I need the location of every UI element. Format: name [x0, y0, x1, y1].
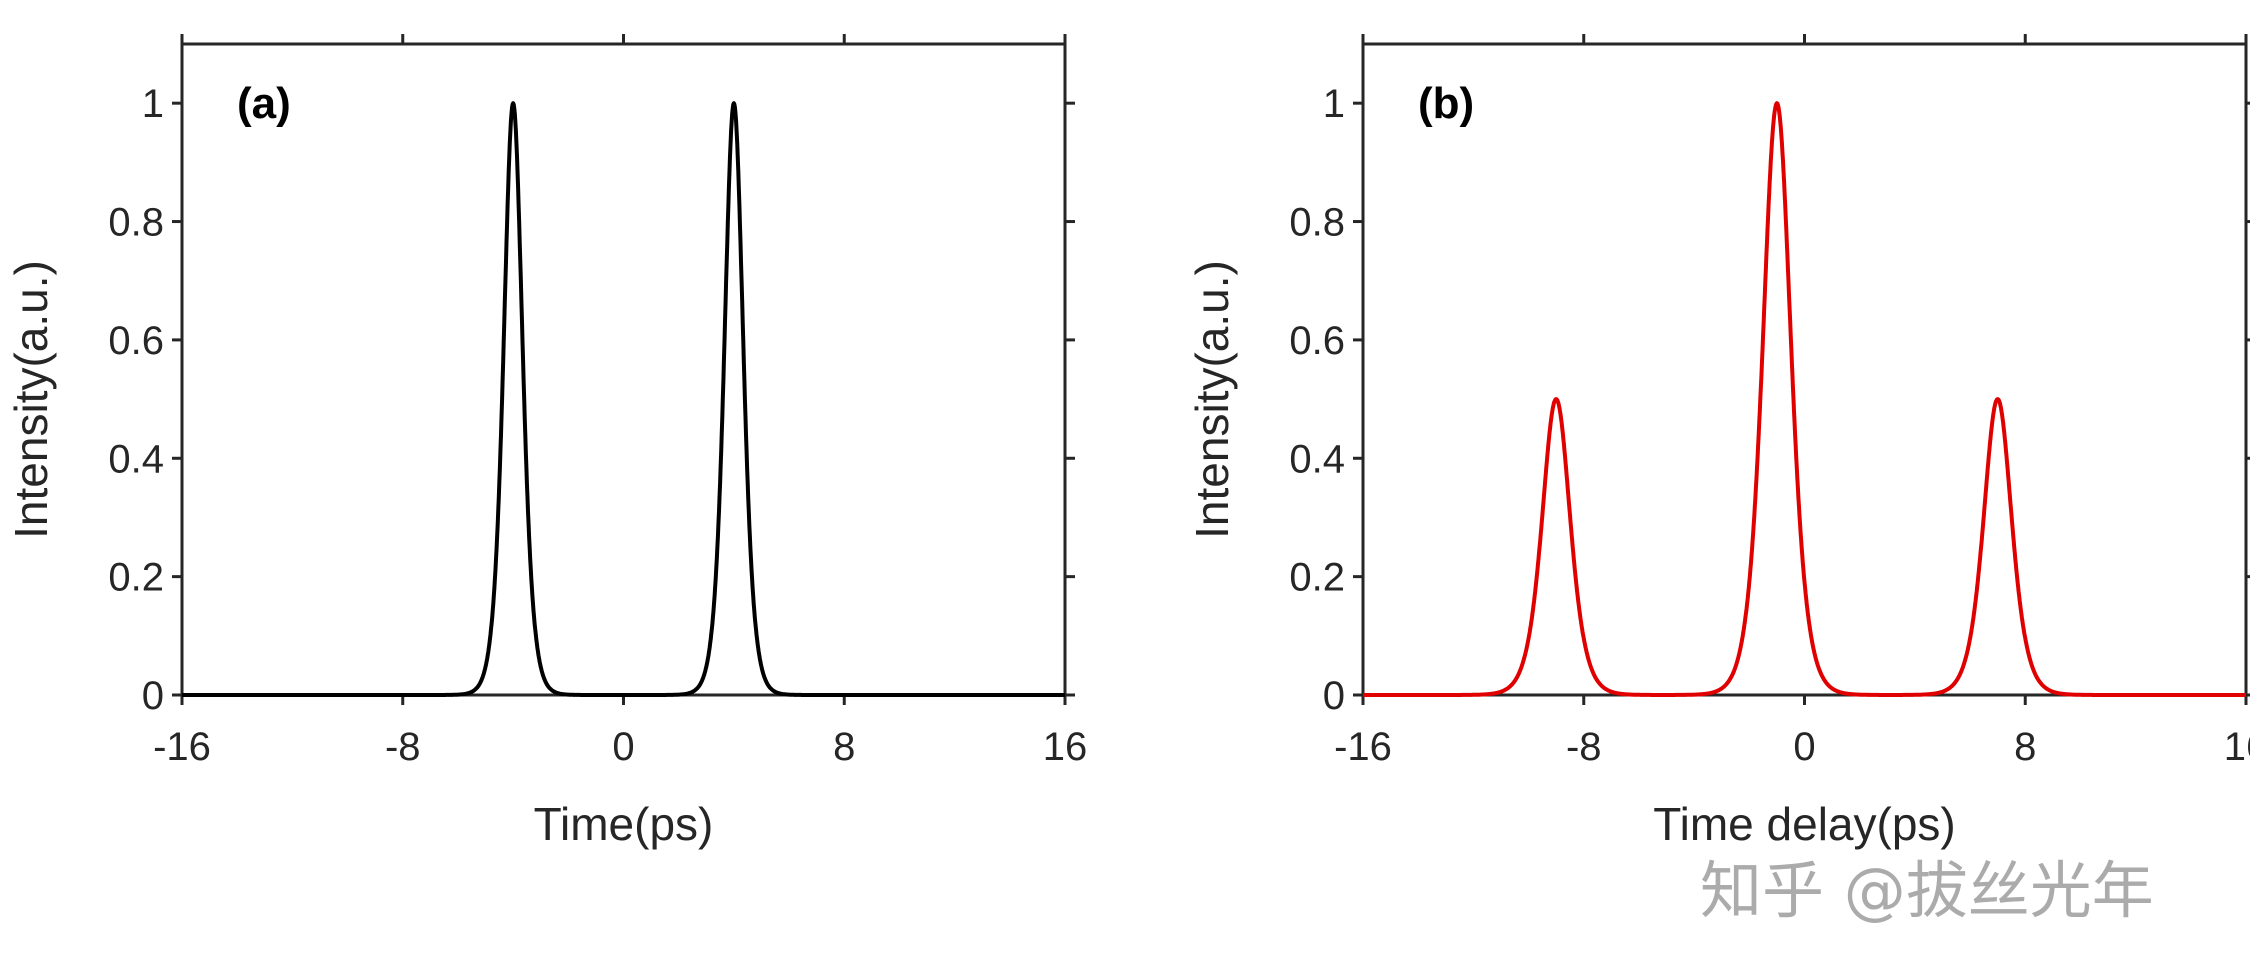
y-tick-label: 0.6: [1289, 319, 1345, 363]
y-tick-label: 1: [142, 82, 164, 126]
x-tick-label: 16: [1043, 725, 1088, 769]
series-line: [180, 101, 1067, 697]
x-tick-label: -8: [1566, 725, 1602, 769]
x-tick-label: -8: [385, 725, 421, 769]
y-tick-label: 0.4: [1289, 437, 1345, 481]
y-axis-label: Intensity(a.u.): [1186, 260, 1238, 539]
x-tick-label: 0: [1793, 725, 1815, 769]
y-tick-label: 0.2: [1289, 556, 1345, 600]
series-line: [1361, 101, 2248, 697]
x-tick-label: -16: [153, 725, 211, 769]
panel-b: -16 -8 0 8 16 0 0.2 0.4 0.6 0.8 1 Time delay(ps) Int…: [1186, 34, 2250, 850]
x-tick-label: 8: [2014, 725, 2036, 769]
panel-label: (b): [1418, 79, 1474, 128]
x-tick-label: -16: [1334, 725, 1392, 769]
panel-label: (a): [237, 79, 291, 128]
x-tick-label: 8: [833, 725, 855, 769]
x-tick-label: 16: [2224, 725, 2250, 769]
watermark: 知乎 @拔丝光年: [1700, 854, 2154, 927]
y-tick-label: 0: [142, 674, 164, 718]
y-tick-label: 1: [1323, 82, 1345, 126]
y-tick-label: 0.2: [108, 556, 164, 600]
x-tick-label: 0: [612, 725, 634, 769]
y-tick-label: 0.8: [108, 201, 164, 245]
axes-box: [180, 42, 1067, 697]
y-tick-label: 0.6: [108, 319, 164, 363]
y-tick-label: 0.4: [108, 437, 164, 481]
x-axis-label: Time delay(ps): [1653, 798, 1955, 850]
y-tick-label: 0: [1323, 674, 1345, 718]
panel-a: -16 -8 0 8 16 0 0.2 0.4 0.6 0.8 1 Time(ps) Intensity…: [5, 34, 1087, 850]
y-axis-label: Intensity(a.u.): [5, 260, 57, 539]
x-axis-label: Time(ps): [534, 798, 714, 850]
y-tick-label: 0.8: [1289, 201, 1345, 245]
